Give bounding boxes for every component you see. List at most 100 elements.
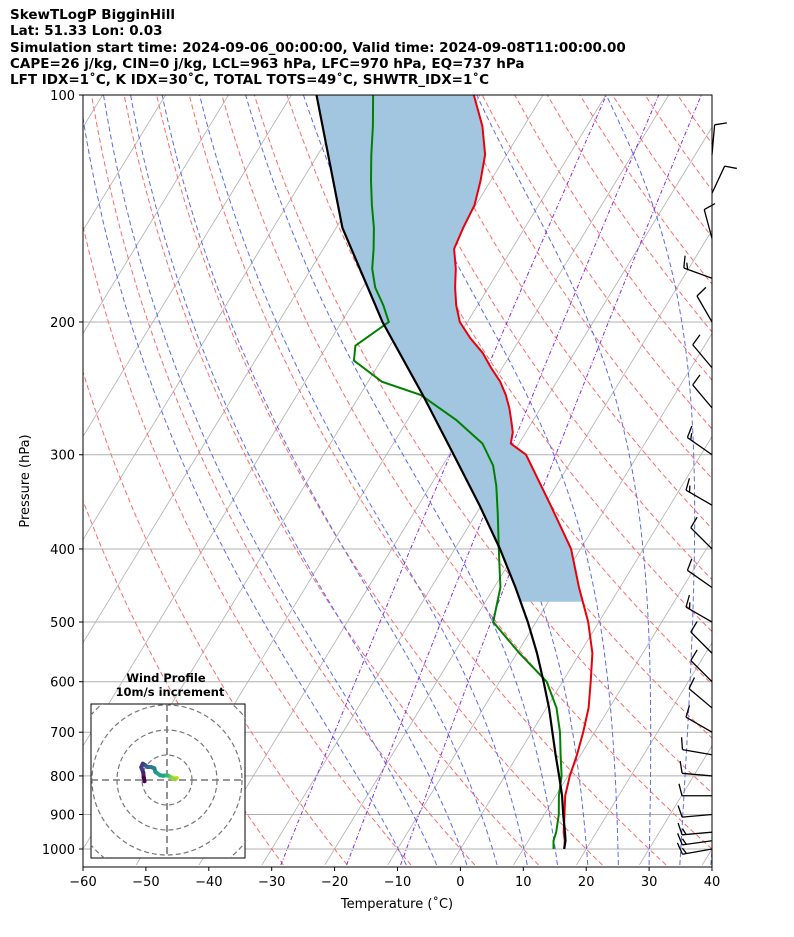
wind-barbs (676, 122, 737, 855)
y-tick-label: 800 (50, 770, 75, 785)
isotherm-gridline (701, 848, 712, 866)
barb-feather (690, 621, 698, 633)
station-coordinates: Lat: 51.33 Lon: 0.03 (10, 23, 163, 40)
wind-barb (685, 594, 713, 623)
isotherm-gridline (83, 95, 355, 541)
dry-adiabat (91, 95, 476, 866)
barb-feather (690, 649, 698, 661)
moist-adiabat (605, 95, 696, 865)
barb-staff (682, 848, 713, 855)
profile-lines (315, 95, 594, 850)
parcel-path-line (315, 95, 567, 850)
title-station: SkewTLogP BigginHill (10, 7, 175, 23)
wind-barb (690, 649, 713, 683)
barb-feather (678, 783, 683, 796)
barb-feather (696, 286, 707, 297)
x-tick-label: 30 (641, 875, 658, 890)
y-tick-label: 400 (50, 543, 75, 558)
isotherm-gridline (639, 745, 712, 866)
y-tick-label: 200 (50, 316, 75, 331)
isotherm-gridline (83, 95, 229, 335)
wind-barb (686, 558, 713, 589)
y-tick-label: 700 (50, 726, 75, 741)
dry-adiabat (709, 95, 712, 99)
wind-barb (686, 425, 713, 456)
barb-staff (682, 840, 713, 846)
x-tick-label: −10 (384, 875, 411, 890)
moist-adiabat (130, 95, 468, 866)
barb-feather (688, 677, 696, 689)
barb-staff (687, 569, 713, 589)
x-tick-label: −40 (195, 875, 222, 890)
barb-feather (686, 558, 693, 571)
wind-barb (692, 374, 713, 409)
dry-adiabat (83, 224, 412, 866)
barb-staff (696, 295, 713, 323)
barb-staff (685, 716, 713, 733)
stability-indices: CAPE=26 j/kg, CIN=0 j/kg, LCL=963 hPa, L… (10, 55, 525, 72)
dry-adiabat (677, 95, 712, 145)
isotherm-gridline (324, 229, 712, 866)
mixing-ratio-line (346, 95, 660, 866)
x-tick-label: −60 (69, 875, 96, 890)
barb-feather (686, 425, 693, 438)
isotherm-gridline (450, 435, 712, 866)
dry-adiabat (83, 370, 348, 866)
dry-adiabat (123, 95, 539, 866)
x-axis-label: Temperature (˚C) (340, 896, 453, 912)
y-tick-label: 600 (50, 676, 75, 691)
inset-title-line2: 10m/s increment (116, 685, 225, 699)
y-tick-label: 900 (50, 808, 75, 823)
barb-staff (692, 344, 713, 369)
barb-feather (724, 165, 737, 170)
barb-feather (683, 255, 686, 269)
barb-staff (690, 660, 713, 683)
chart-header: SkewTLogP BigginHill Lat: 51.33 Lon: 0.0… (10, 7, 626, 88)
moist-adiabat (103, 95, 438, 866)
dry-adiabat (743, 95, 794, 865)
hodograph-segment (141, 775, 147, 784)
inset-title-line1: Wind Profile (126, 671, 206, 685)
wind-barb (676, 842, 713, 855)
barb-staff (711, 165, 726, 194)
y-axis-label: Pressure (hPa) (18, 434, 33, 527)
barb-staff (711, 124, 716, 155)
moist-adiabat (710, 845, 712, 866)
x-tick-label: 40 (704, 875, 721, 890)
barb-staff (690, 527, 713, 550)
barb-staff (682, 772, 713, 777)
isotherm-gridline (513, 538, 712, 866)
barb-feather (677, 822, 683, 836)
cape-area (316, 95, 583, 602)
moist-adiabat (83, 114, 407, 866)
barb-feather (679, 760, 683, 774)
barb-staff (690, 631, 713, 654)
barb-feather (685, 594, 691, 608)
simulation-times: Simulation start time: 2024-09-06_00:00:… (10, 39, 626, 56)
isotherm-gridline (198, 95, 670, 866)
isotherm-gridline (576, 642, 712, 866)
wind-barb (688, 677, 713, 709)
barb-feather (703, 202, 716, 211)
barb-feather (676, 842, 684, 855)
wind-barb (679, 760, 713, 777)
barb-staff (687, 437, 713, 456)
barb-staff (685, 489, 713, 506)
barb-feather (682, 828, 687, 835)
wind-barb (680, 737, 713, 756)
barb-staff (682, 813, 713, 818)
y-tick-label: 300 (50, 449, 75, 464)
dry-adiabat (156, 95, 603, 866)
barb-staff (683, 267, 713, 279)
isotherm-gridline (83, 95, 418, 644)
x-tick-label: 0 (456, 875, 464, 890)
dry-adiabat (253, 95, 712, 794)
wind-barb (685, 478, 713, 506)
barb-feather (690, 433, 693, 440)
dry-adiabat (644, 95, 712, 191)
barb-feather (685, 705, 691, 718)
barb-staff (682, 831, 713, 836)
